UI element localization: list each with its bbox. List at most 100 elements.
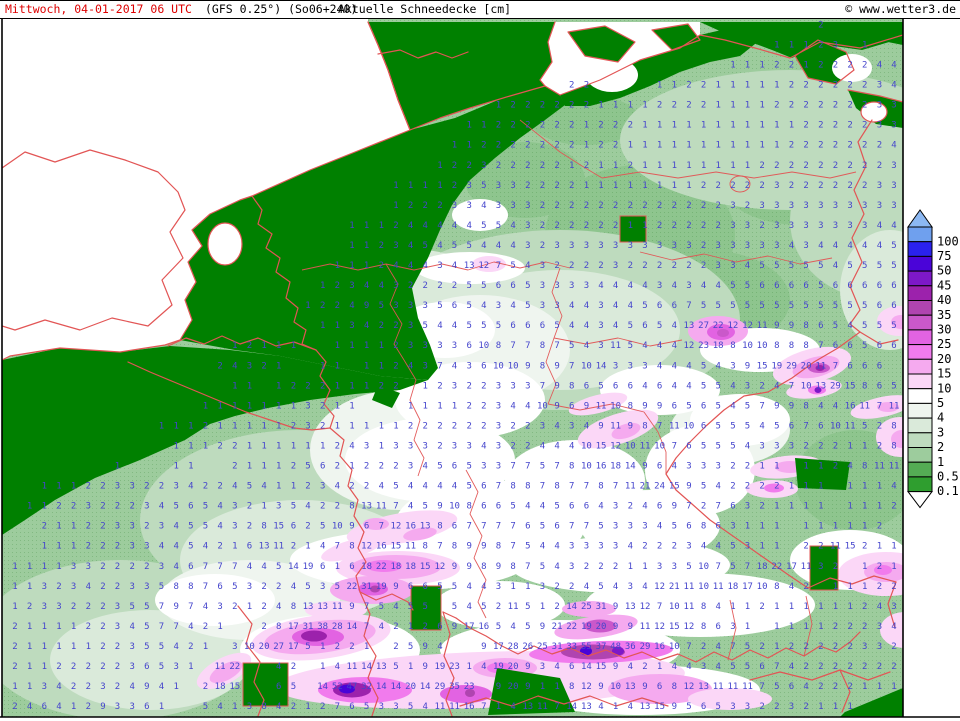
snow-depth-value: 29: [434, 682, 445, 692]
snow-depth-value: 4: [672, 361, 677, 371]
snow-depth-value: 10: [610, 682, 621, 692]
snow-depth-value: 2: [803, 582, 808, 592]
snow-depth-value: 4: [466, 602, 471, 612]
snow-depth-value: 3: [393, 241, 398, 251]
snow-depth-value: 7: [364, 602, 369, 612]
snow-depth-value: 4: [422, 702, 427, 712]
snow-depth-value: 6: [554, 522, 559, 532]
snow-depth-value: 1: [847, 502, 852, 512]
snow-depth-value: 12: [683, 682, 694, 692]
snow-depth-value: 1: [745, 121, 750, 131]
snow-depth-value: 1: [774, 462, 779, 472]
snow-depth-value: 9: [613, 662, 618, 672]
snow-depth-value: 8: [701, 602, 706, 612]
snow-depth-value: 2: [276, 582, 281, 592]
snow-depth-value: 19: [434, 662, 445, 672]
snow-depth-value: 2: [877, 161, 882, 171]
snow-depth-value: 4: [818, 401, 823, 411]
border-germany-czech: [665, 331, 861, 589]
snow-depth-value: 2: [818, 101, 823, 111]
snow-depth-value: 2: [877, 582, 882, 592]
snow-depth-value: 5: [642, 301, 647, 311]
snow-depth-value: 2: [525, 121, 530, 131]
snow-depth-value: 9: [481, 542, 486, 552]
snow-depth-value: 1: [320, 321, 325, 331]
snow-depth-value: 15: [654, 702, 665, 712]
snow-depth-value: 3: [891, 161, 896, 171]
snow-depth-value: 4: [540, 542, 545, 552]
snow-depth-value: 16: [464, 702, 475, 712]
snow-depth-value: 2: [686, 261, 691, 271]
snow-depth-value: 3: [833, 40, 838, 50]
snow-depth-value: 4: [701, 542, 706, 552]
land-austria-patch: [795, 458, 850, 490]
snow-depth-value: 2: [701, 181, 706, 191]
snow-depth-value: 3: [686, 542, 691, 552]
snow-depth-value: 6: [789, 281, 794, 291]
snow-depth-value: 3: [408, 301, 413, 311]
snow-depth-value: 3: [320, 582, 325, 592]
snow-depth-value: 2: [554, 181, 559, 191]
snow-depth-value: 2: [115, 662, 120, 672]
snow-depth-value: 1: [613, 101, 618, 111]
snow-depth-value: 2: [818, 61, 823, 71]
snow-depth-value: 1: [261, 502, 266, 512]
snow-depth-value: 5: [466, 241, 471, 251]
snow-depth-value: 5: [203, 522, 208, 532]
snow-depth-value: 2: [422, 421, 427, 431]
snow-depth-value: 4: [217, 702, 222, 712]
snow-depth-value: 1: [217, 622, 222, 632]
snow-depth-value: 11: [508, 602, 519, 612]
snow-depth-value: 5: [730, 542, 735, 552]
snow-depth-value: 4: [877, 221, 882, 231]
snow-depth-value: 3: [510, 381, 515, 391]
land-top-right-block: [860, 22, 903, 45]
snow-depth-value: 1: [291, 441, 296, 451]
snow-depth-value: 6: [657, 301, 662, 311]
snow-depth-value: 3: [525, 381, 530, 391]
snow-depth-value: 8: [496, 542, 501, 552]
snow-depth-value: 11: [713, 682, 724, 692]
snow-depth-value: 1: [657, 161, 662, 171]
snow-depth-value: 7: [569, 522, 574, 532]
snow-depth-value: 1: [759, 462, 764, 472]
snow-depth-value: 4: [335, 662, 340, 672]
snow-depth-value: 1: [379, 421, 384, 431]
snow-depth-value: 14: [361, 662, 372, 672]
snow-depth-value: 5: [305, 462, 310, 472]
snow-depth-value: 4: [481, 201, 486, 211]
snow-depth-value: 6: [569, 401, 574, 411]
snow-depth-value: 2: [261, 602, 266, 612]
snow-depth-value: 1: [173, 462, 178, 472]
snow-depth-value: 4: [803, 682, 808, 692]
snow-depth-value: 1: [335, 401, 340, 411]
snow-depth-value: 2: [86, 602, 91, 612]
snow-depth-value: 1: [715, 121, 720, 131]
snow-depth-value: 3: [642, 522, 647, 532]
snow-depth-value: 6: [188, 562, 193, 572]
snow-depth-value: 1: [789, 121, 794, 131]
snow-depth-value: 5: [129, 602, 134, 612]
snow-depth-value: 5: [598, 381, 603, 391]
snow-depth-value: 4: [598, 502, 603, 512]
snow-depth-value: 10: [478, 341, 489, 351]
snow-depth-value: 23: [698, 341, 709, 351]
snow-depth-value: 3: [730, 702, 735, 712]
legend-label-20: 20: [937, 352, 951, 366]
snow-depth-value: 2: [657, 201, 662, 211]
snow-depth-value: 18: [610, 462, 621, 472]
snow-depth-value: 4: [203, 542, 208, 552]
snow-depth-value: 5: [657, 321, 662, 331]
snow-depth-value: 1: [803, 522, 808, 532]
snow-depth-value: 6: [701, 401, 706, 411]
snow-depth-value: 2: [833, 101, 838, 111]
snow-depth-value: 3: [598, 542, 603, 552]
snow-depth-value: 2: [569, 582, 574, 592]
snow-depth-value: 5: [437, 582, 442, 592]
snow-depth-value: 1: [232, 421, 237, 431]
snow-depth-value: 4: [159, 542, 164, 552]
snow-depth-value: 1: [730, 161, 735, 171]
snow-depth-value: 12: [727, 321, 738, 331]
snow-depth-value: 16: [405, 522, 416, 532]
legend-swatch-45: [907, 270, 933, 287]
